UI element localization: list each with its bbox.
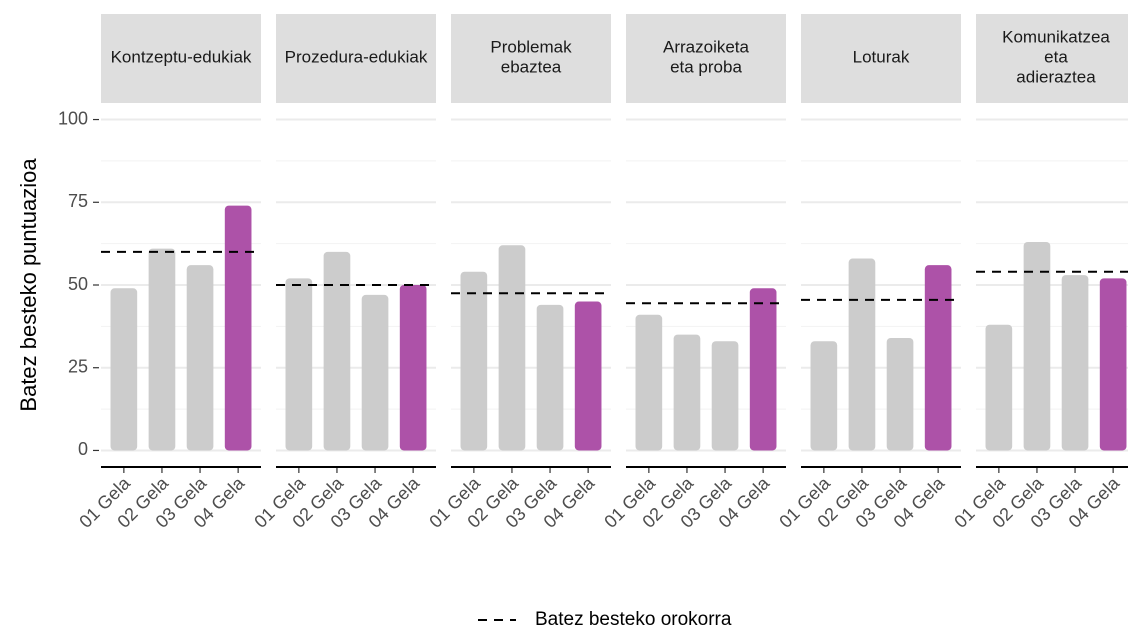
y-tick-label: 25 bbox=[68, 356, 88, 376]
bar bbox=[985, 324, 1013, 451]
bar bbox=[285, 278, 313, 451]
bar bbox=[460, 271, 488, 451]
y-tick-label: 75 bbox=[68, 191, 88, 211]
bar bbox=[810, 341, 838, 451]
facet-title: Loturak bbox=[853, 47, 910, 66]
strip bbox=[976, 14, 1128, 103]
bar bbox=[749, 288, 777, 451]
bar bbox=[1061, 275, 1089, 451]
bar bbox=[498, 245, 526, 451]
bar bbox=[536, 304, 564, 451]
bar bbox=[886, 337, 914, 451]
bar bbox=[186, 265, 214, 451]
facet-title: Komunikatzea bbox=[1002, 27, 1110, 46]
y-tick-label: 100 bbox=[58, 108, 88, 128]
bar bbox=[1099, 278, 1127, 451]
bar bbox=[574, 301, 602, 451]
legend-label: Batez besteko orokorra bbox=[535, 609, 732, 630]
strip bbox=[801, 14, 961, 103]
facet-title: Arrazoiketa bbox=[663, 37, 750, 56]
y-axis-title: Batez besteko puntuazioa bbox=[16, 158, 41, 412]
bar bbox=[924, 265, 952, 451]
bar bbox=[673, 334, 701, 451]
bar bbox=[848, 258, 876, 451]
strip bbox=[626, 14, 786, 103]
facet-title: Kontzeptu-edukiak bbox=[111, 47, 252, 66]
bar bbox=[361, 294, 389, 451]
strip bbox=[451, 14, 611, 103]
facet-title: adieraztea bbox=[1016, 67, 1096, 86]
strip bbox=[101, 14, 261, 103]
bar bbox=[148, 248, 176, 451]
facet-title: ebaztea bbox=[501, 57, 562, 76]
bar bbox=[711, 341, 739, 451]
strip bbox=[276, 14, 436, 103]
facet-title: Prozedura-edukiak bbox=[285, 47, 428, 66]
facet-title: eta bbox=[1044, 47, 1068, 66]
bar bbox=[110, 288, 138, 451]
facet-title: Problemak bbox=[490, 37, 572, 56]
bar bbox=[323, 251, 351, 451]
bar bbox=[399, 285, 427, 451]
facet-title: eta proba bbox=[670, 57, 742, 76]
y-tick-label: 50 bbox=[68, 274, 88, 294]
bar bbox=[635, 314, 663, 451]
bar bbox=[1023, 241, 1051, 451]
bar bbox=[224, 205, 252, 451]
y-tick-label: 0 bbox=[78, 439, 88, 459]
